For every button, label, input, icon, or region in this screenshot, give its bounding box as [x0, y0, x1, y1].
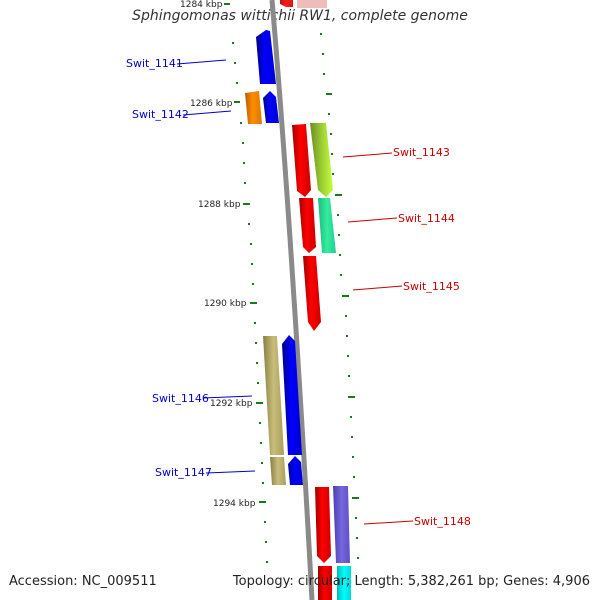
leader-line-1145 [352, 285, 403, 291]
gene-swit-1146[interactable] [282, 335, 302, 455]
topology-summary: Topology: circular; Length: 5,382,261 bp… [232, 574, 590, 589]
leader-line-1141 [176, 59, 227, 65]
left-ticks [224, 3, 268, 563]
leader-line-1144 [347, 217, 398, 223]
leader-line-1146 [202, 395, 253, 399]
gene-label-swit-1145[interactable]: Swit_1145 [403, 280, 460, 293]
feature-purple-1148[interactable] [333, 486, 350, 563]
partial-red-feature-bottom[interactable] [318, 566, 332, 600]
scale-label-1286: 1286 kbp [190, 99, 233, 109]
gene-swit-1143[interactable] [292, 124, 311, 197]
gene-label-swit-1147[interactable]: Swit_1147 [155, 466, 212, 479]
partial-red-feature-top[interactable] [280, 0, 293, 7]
scale-label-1292: 1292 kbp [210, 399, 253, 409]
gene-swit-1142[interactable] [263, 91, 279, 123]
accession-text: Accession: NC_009511 [9, 574, 157, 589]
gene-swit-1145[interactable] [303, 256, 321, 331]
scale-label-1288: 1288 kbp [198, 200, 241, 210]
leader-line-1147 [205, 470, 256, 474]
feature-orange-1142[interactable] [245, 91, 262, 124]
gene-swit-1148[interactable] [315, 487, 331, 563]
leader-line-1142 [182, 110, 232, 116]
leader-line-1148 [363, 520, 414, 525]
scale-label-1294: 1294 kbp [213, 499, 256, 509]
gene-swit-1147[interactable] [288, 456, 303, 485]
partial-pink-feature-top[interactable] [297, 0, 327, 8]
scale-label-1284: 1284 kbp [180, 0, 223, 10]
gene-label-swit-1146[interactable]: Swit_1146 [152, 392, 209, 405]
scale-label-1290: 1290 kbp [204, 299, 247, 309]
feature-teal-1144[interactable] [318, 198, 336, 253]
gene-label-swit-1144[interactable]: Swit_1144 [398, 212, 455, 225]
partial-cyan-feature-bottom[interactable] [337, 566, 351, 600]
gene-swit-1141[interactable] [256, 30, 276, 84]
gene-label-swit-1148[interactable]: Swit_1148 [414, 515, 471, 528]
right-ticks [320, 33, 359, 559]
gene-label-swit-1141[interactable]: Swit_1141 [126, 57, 183, 70]
feature-khaki-1146[interactable] [263, 336, 284, 455]
leader-line-1143 [342, 152, 393, 158]
feature-khaki-1147[interactable] [270, 457, 286, 485]
gene-label-swit-1142[interactable]: Swit_1142 [132, 108, 189, 121]
gene-label-swit-1143[interactable]: Swit_1143 [393, 146, 450, 159]
genome-backbone [269, 0, 315, 600]
gene-swit-1144[interactable] [299, 198, 316, 253]
genome-title: Sphingomonas wittichii RW1, complete gen… [132, 8, 468, 24]
feature-olive-1143[interactable] [310, 123, 333, 197]
